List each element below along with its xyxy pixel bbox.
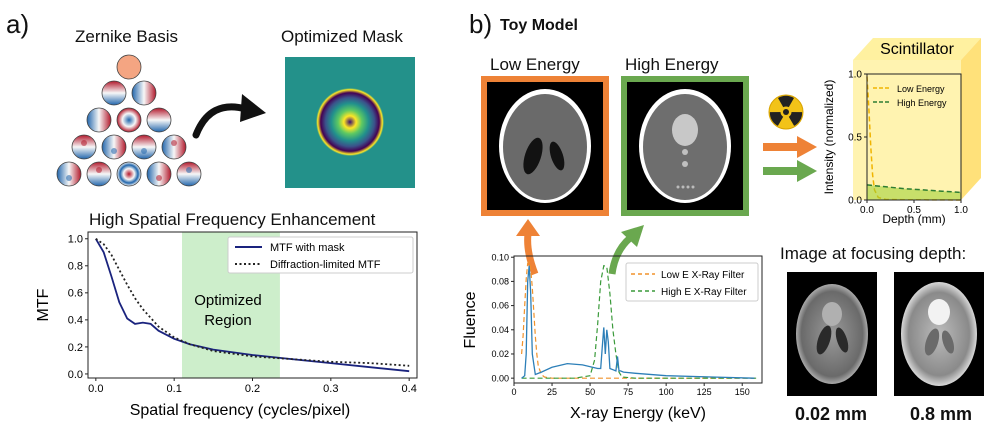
series-line-high-e-x-ray-filter <box>521 264 758 379</box>
x-tick-label: 0.0 <box>88 383 103 395</box>
fluence-legend: Low E X-Ray Filter High E X-Ray Filter <box>625 262 759 302</box>
focus-image-0-8mm <box>894 272 984 396</box>
y-tick-label: 0.02 <box>491 349 509 359</box>
mtf-plot-frame <box>87 231 418 379</box>
legend-label-high-energy: High Energy <box>897 98 947 108</box>
scintillator-front-face <box>853 60 961 200</box>
y-tick-label: 0.10 <box>491 252 509 262</box>
series-line-low-e-x-ray-filter <box>521 260 758 379</box>
high-energy-phantom-image <box>621 76 749 216</box>
y-tick-label: 0.6 <box>68 288 83 300</box>
y-tick-label: 0.0 <box>848 196 862 207</box>
optimized-mask-title: Optimized Mask <box>281 27 403 46</box>
focus-image-0-02mm <box>787 272 877 396</box>
x-tick-label: 0.1 <box>167 383 182 395</box>
mtf-chart-title: High Spatial Frequency Enhancement <box>89 210 376 229</box>
legend-label-low-filter: Low E X-Ray Filter <box>661 270 745 281</box>
y-tick-label: 0.2 <box>68 342 83 354</box>
scintillator-top-face <box>853 38 981 60</box>
mtf-chart: Optimized Region 0.0 0.1 0.2 0.3 0.4 0.0 0.2 0.… <box>35 231 418 419</box>
focus-depth-label-2: 0.8 mm <box>910 404 973 424</box>
x-tick-label: 25 <box>547 387 557 397</box>
toy-model-title: Toy Model <box>500 17 578 34</box>
y-tick-label: 0.4 <box>68 315 83 327</box>
mtf-y-axis-label: MTF <box>35 288 52 321</box>
series-fill-1 <box>867 184 961 200</box>
x-tick-label: 0 <box>511 387 516 397</box>
legend-label-high-filter: High E X-Ray Filter <box>661 287 747 298</box>
x-tick-label: 50 <box>585 387 595 397</box>
fluence-x-axis-label: X-ray Energy (keV) <box>570 405 706 422</box>
radiation-icon <box>768 94 804 130</box>
y-tick-label: 0.08 <box>491 277 509 287</box>
orange-beam-arrow-icon <box>797 136 817 158</box>
x-tick-label: 125 <box>697 387 712 397</box>
y-tick-label: 0.04 <box>491 325 509 335</box>
high-energy-label: High Energy <box>625 55 719 74</box>
x-tick-label: 150 <box>735 387 750 397</box>
y-tick-label: 0.8 <box>68 261 83 273</box>
y-tick-label: 0.00 <box>491 373 509 383</box>
fluence-y-axis-label: Fluence <box>462 291 479 348</box>
low-energy-phantom-image <box>481 76 609 216</box>
x-tick-label: 0.4 <box>402 383 417 395</box>
x-tick-label: 0.2 <box>245 383 260 395</box>
x-tick-label: 100 <box>659 387 674 397</box>
curved-arrow-icon <box>192 94 266 139</box>
y-tick-label: 0.06 <box>491 301 509 311</box>
y-tick-label: 1.0 <box>68 234 83 246</box>
y-tick-label: 0.5 <box>848 133 862 144</box>
panel-a-letter: a) <box>6 9 30 39</box>
depth-y-axis-label: Intensity (normalized) <box>822 80 836 195</box>
low-energy-label: Low Energy <box>490 55 580 74</box>
legend-label-diffraction: Diffraction-limited MTF <box>270 259 381 271</box>
focus-title: Image at focusing depth: <box>780 244 967 263</box>
fluence-chart: 0 25 50 75 100 125 150 0.00 0.02 0.04 0.06 0.08 0.10… <box>462 252 763 422</box>
x-tick-label: 1.0 <box>954 205 968 216</box>
x-tick-label: 75 <box>623 387 633 397</box>
x-tick-label: 0.5 <box>907 205 921 216</box>
zernike-basis-pyramid <box>56 54 202 187</box>
series-line-fluence <box>521 265 755 379</box>
scintillator-side-face <box>961 38 981 200</box>
optimized-mask-image <box>285 57 415 188</box>
beam-arrows <box>763 136 817 182</box>
green-up-arrow <box>608 235 633 275</box>
series-line-diffraction-limited-mtf <box>95 238 410 367</box>
depth-plot-frame <box>866 73 962 201</box>
x-tick-label: 0.3 <box>323 383 338 395</box>
mtf-legend: MTF with mask Diffraction-limited MTF <box>227 236 414 274</box>
mtf-x-axis-label: Spatial frequency (cycles/pixel) <box>130 402 351 419</box>
y-tick-label: 1.0 <box>848 70 862 81</box>
panel-b-letter: b) <box>469 9 493 39</box>
optimized-region-label-1: Optimized <box>194 292 262 309</box>
y-tick-label: 0.0 <box>68 369 83 381</box>
legend-label-mask: MTF with mask <box>270 242 345 254</box>
scintillator-label: Scintillator <box>880 41 954 58</box>
optimized-region-label-2: Region <box>204 312 252 329</box>
depth-legend: Low Energy High Energy <box>873 84 947 108</box>
fluence-plot-frame <box>513 255 763 384</box>
depth-x-axis-label: Depth (mm) <box>882 212 945 226</box>
x-tick-label: 0.0 <box>860 205 874 216</box>
green-beam-arrow-icon <box>797 160 817 182</box>
focus-depth-label-1: 0.02 mm <box>795 404 868 424</box>
legend-label-low-energy: Low Energy <box>897 84 945 94</box>
zernike-basis-title: Zernike Basis <box>75 27 178 46</box>
spectrum-to-image-arrows <box>516 219 644 276</box>
orange-up-arrow <box>524 233 539 276</box>
scintillator-depth-chart: Scintillator 0.0 0.5 1.0 0.0 0.5 1.0 Low Ener… <box>822 38 981 226</box>
